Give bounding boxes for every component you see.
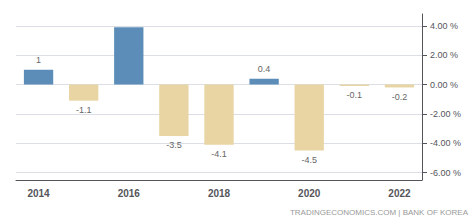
- svg-text:2016: 2016: [118, 188, 141, 199]
- svg-text:2020: 2020: [298, 188, 321, 199]
- svg-text:-4.00 %: -4.00 %: [430, 138, 461, 148]
- svg-text:2.00 %: 2.00 %: [430, 50, 458, 60]
- svg-text:2018: 2018: [208, 188, 231, 199]
- svg-text:-0.2: -0.2: [392, 92, 408, 102]
- svg-text:-4.1: -4.1: [211, 149, 227, 159]
- svg-text:-6.00 %: -6.00 %: [430, 168, 461, 178]
- svg-text:0.00 %: 0.00 %: [430, 80, 458, 90]
- svg-text:2022: 2022: [388, 188, 411, 199]
- svg-text:-2.00 %: -2.00 %: [430, 109, 461, 119]
- svg-text:-4.5: -4.5: [301, 155, 317, 165]
- svg-text:-1.1: -1.1: [76, 105, 92, 115]
- svg-text:TRADINGECONOMICS.COM | BANK OF: TRADINGECONOMICS.COM | BANK OF KOREA: [290, 208, 469, 217]
- svg-text:1: 1: [36, 55, 41, 65]
- svg-text:2014: 2014: [27, 188, 50, 199]
- svg-text:4.00 %: 4.00 %: [430, 21, 458, 31]
- svg-text:-0.1: -0.1: [347, 90, 363, 100]
- svg-text:-3.5: -3.5: [166, 140, 182, 150]
- svg-text:0.4: 0.4: [258, 64, 271, 74]
